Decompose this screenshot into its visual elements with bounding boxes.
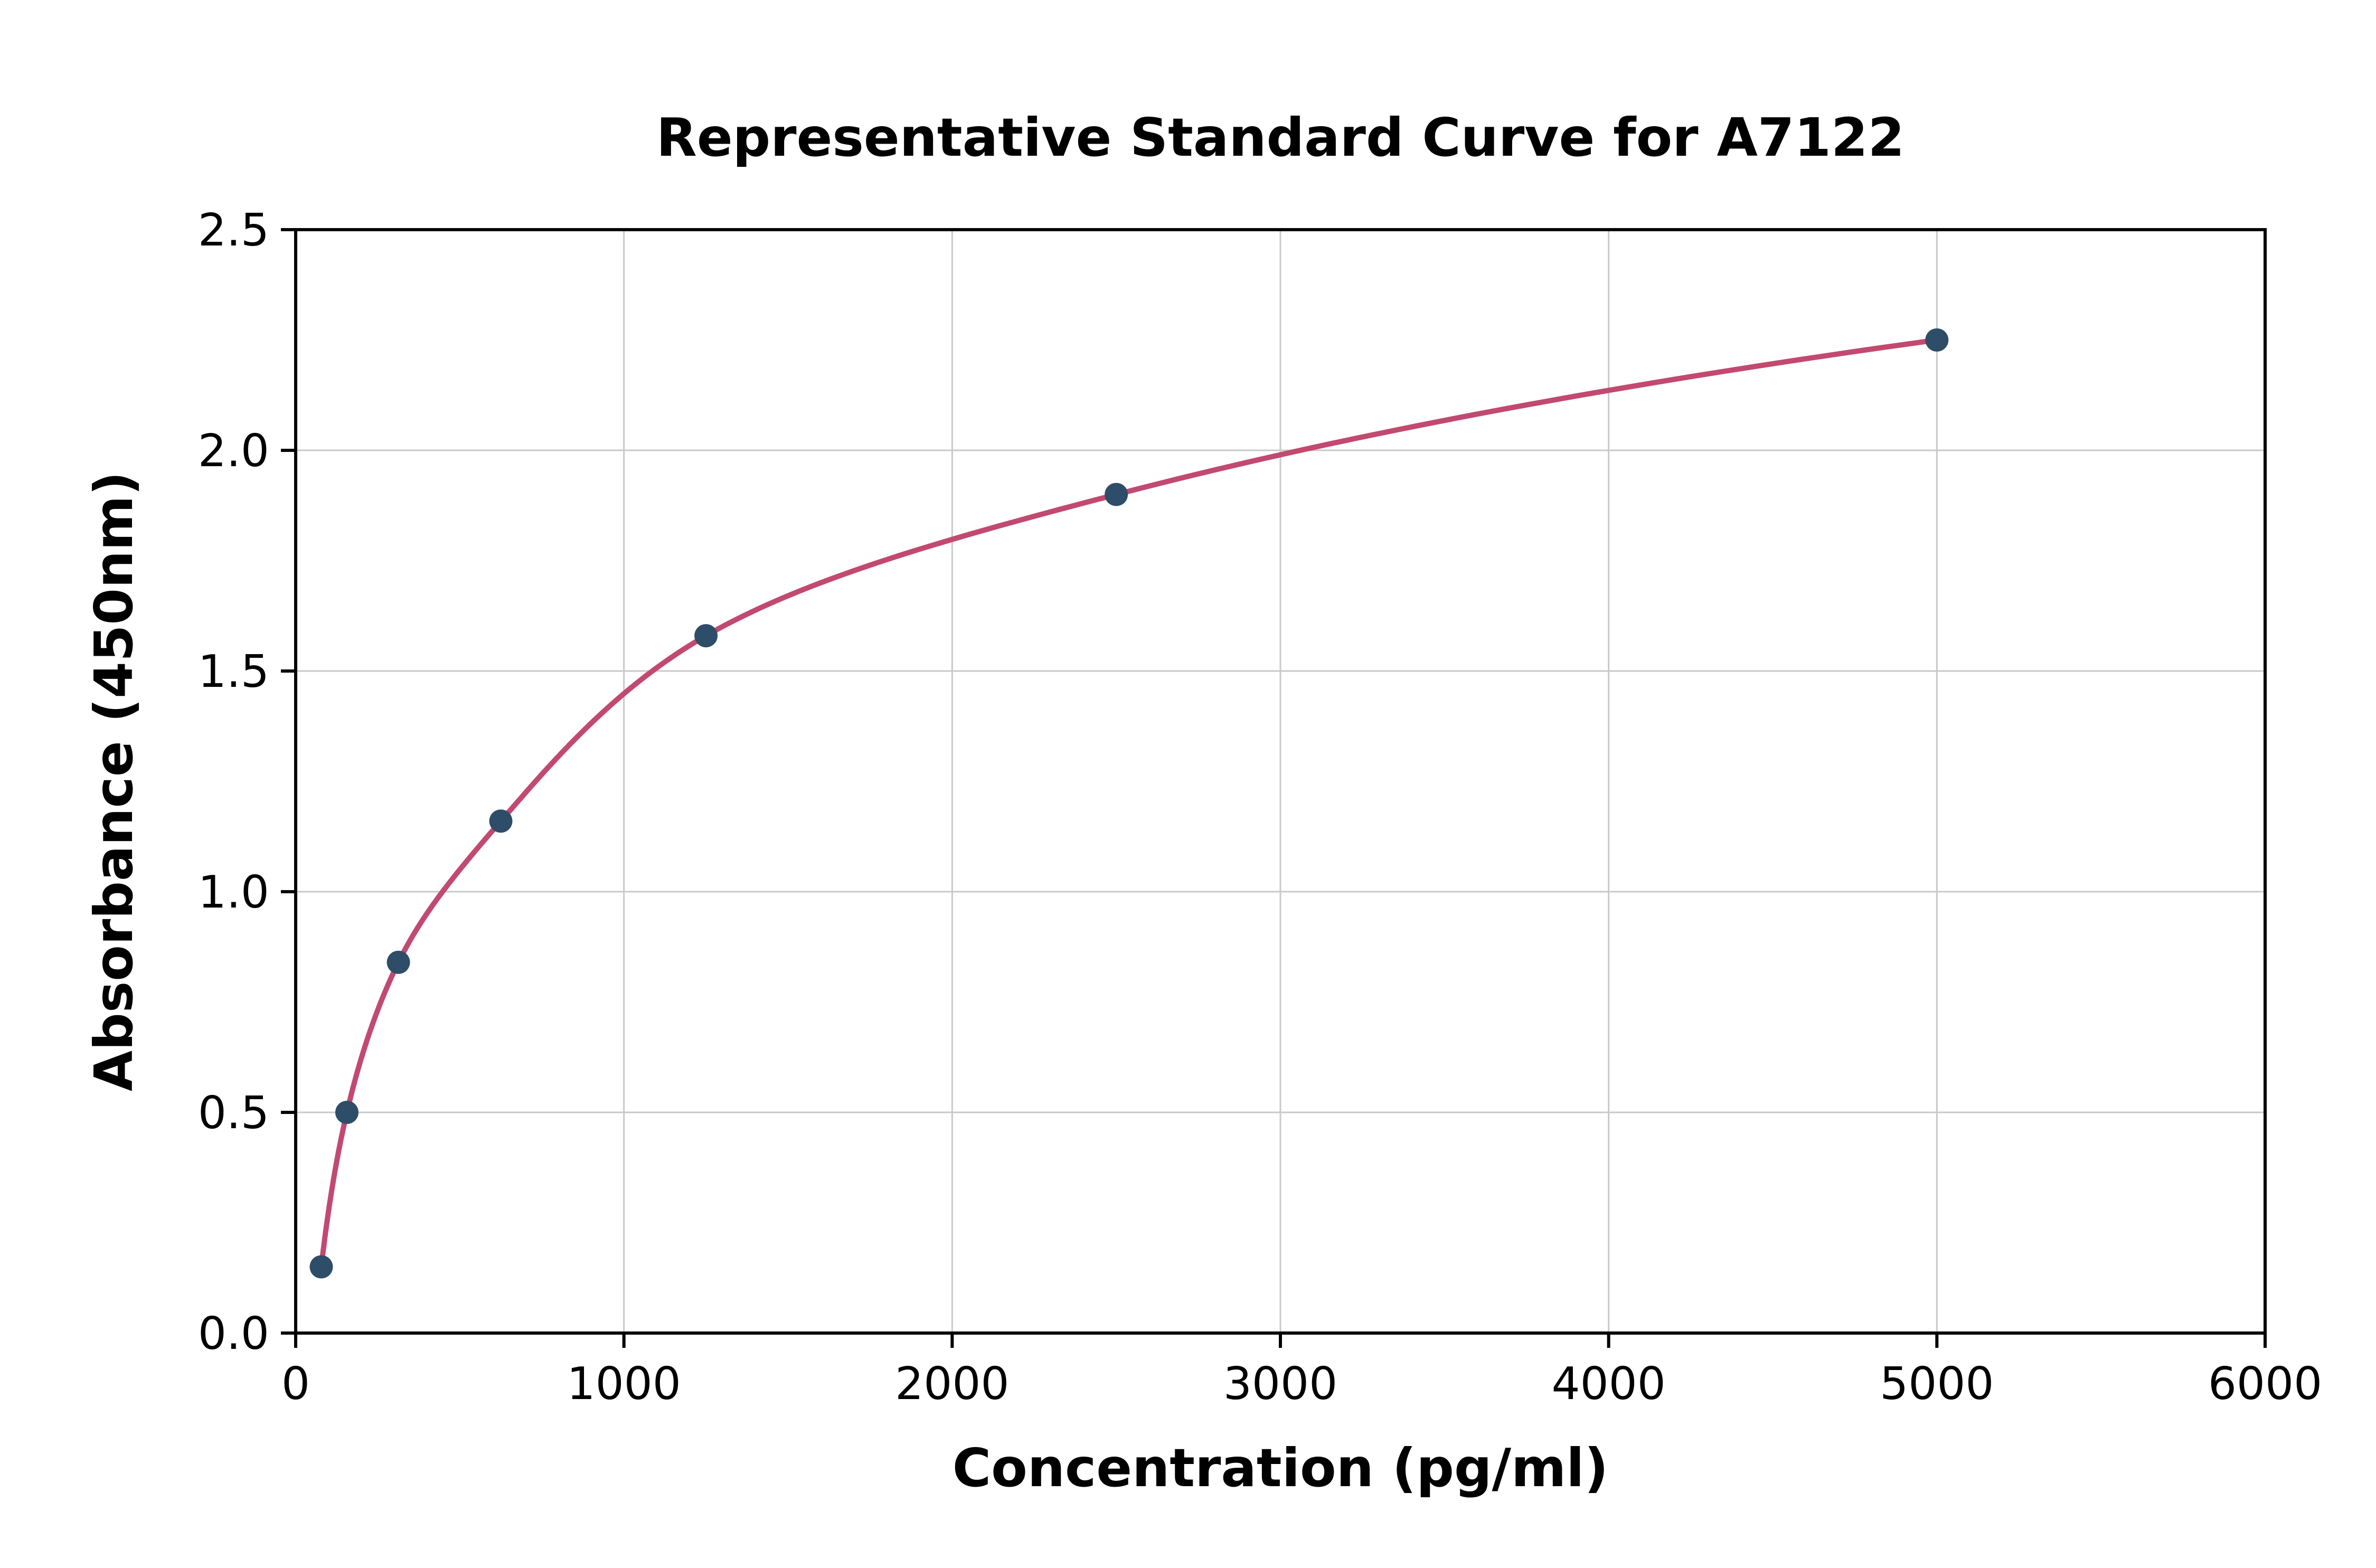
svg-text:0.0: 0.0 (198, 1308, 269, 1360)
svg-text:5000: 5000 (1880, 1358, 1994, 1410)
svg-text:0: 0 (281, 1358, 310, 1410)
grid-lines (295, 229, 2266, 1334)
x-axis-label: Concentration (pg/ml) (953, 1437, 1609, 1499)
svg-text:1000: 1000 (567, 1358, 681, 1410)
x-tick-labels: 0 1000 2000 3000 4000 5000 6000 (281, 1358, 2322, 1410)
svg-text:3000: 3000 (1223, 1358, 1337, 1410)
y-tick-labels: 0.0 0.5 1.0 1.5 2.0 2.5 (198, 204, 269, 1360)
svg-text:2000: 2000 (895, 1358, 1009, 1410)
svg-text:6000: 6000 (2208, 1358, 2322, 1410)
fitted-curve (318, 337, 1940, 1270)
svg-text:1.0: 1.0 (198, 866, 269, 919)
svg-text:2.0: 2.0 (198, 425, 269, 477)
axis-ticks (281, 228, 2267, 1348)
y-axis-label: Absorbance (450nm) (83, 471, 145, 1091)
chart-title: Representative Standard Curve for A7122 (656, 107, 1904, 168)
svg-text:4000: 4000 (1552, 1358, 1666, 1410)
svg-text:1.5: 1.5 (198, 646, 269, 698)
data-points (309, 328, 1949, 1279)
svg-text:0.5: 0.5 (198, 1087, 269, 1139)
svg-text:2.5: 2.5 (198, 204, 269, 257)
